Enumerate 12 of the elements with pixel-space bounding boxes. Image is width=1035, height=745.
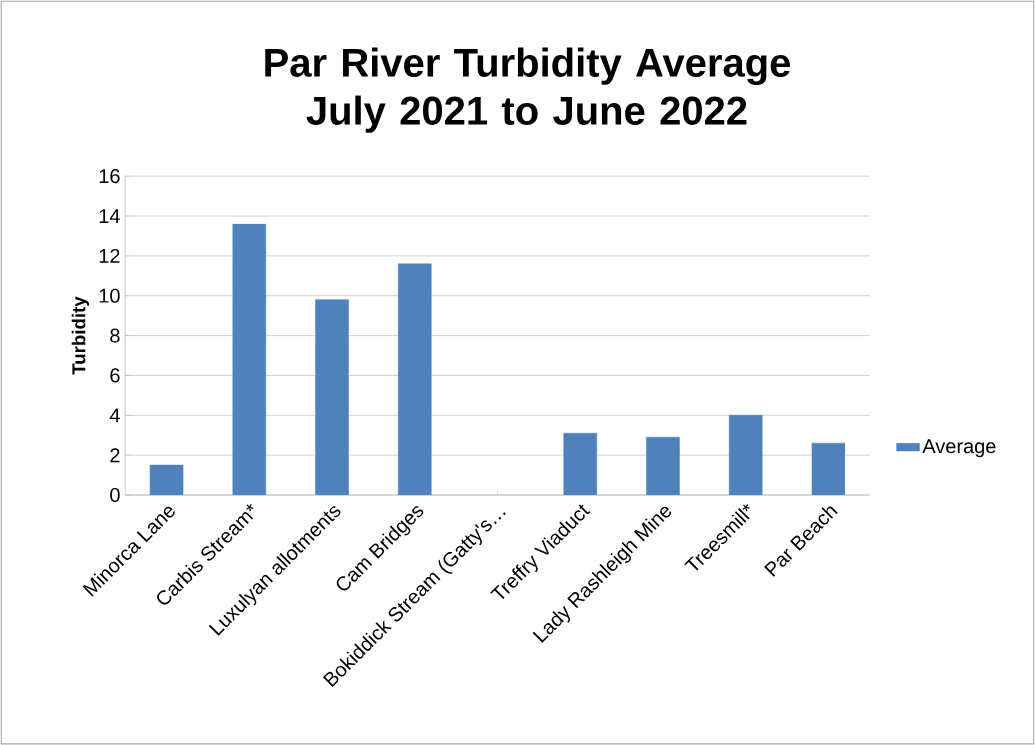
- y-tick-label: 6: [110, 368, 120, 383]
- y-axis-title: Turbidity: [71, 296, 90, 375]
- y-tick-label: 4: [109, 408, 120, 423]
- y-tick-label: 2: [110, 448, 120, 463]
- chart-title: Par River Turbidity Average July 2021 to June 2022: [265, 47, 791, 133]
- y-tick-label: 0: [110, 487, 120, 503]
- y-tick-label: 10: [99, 288, 120, 303]
- y-tick-label: 16: [99, 169, 120, 184]
- y-tick-label: 14: [99, 209, 120, 223]
- legend-label: Average: [922, 439, 996, 458]
- y-tick-label: 8: [110, 328, 120, 343]
- y-tick-label: 12: [99, 248, 120, 263]
